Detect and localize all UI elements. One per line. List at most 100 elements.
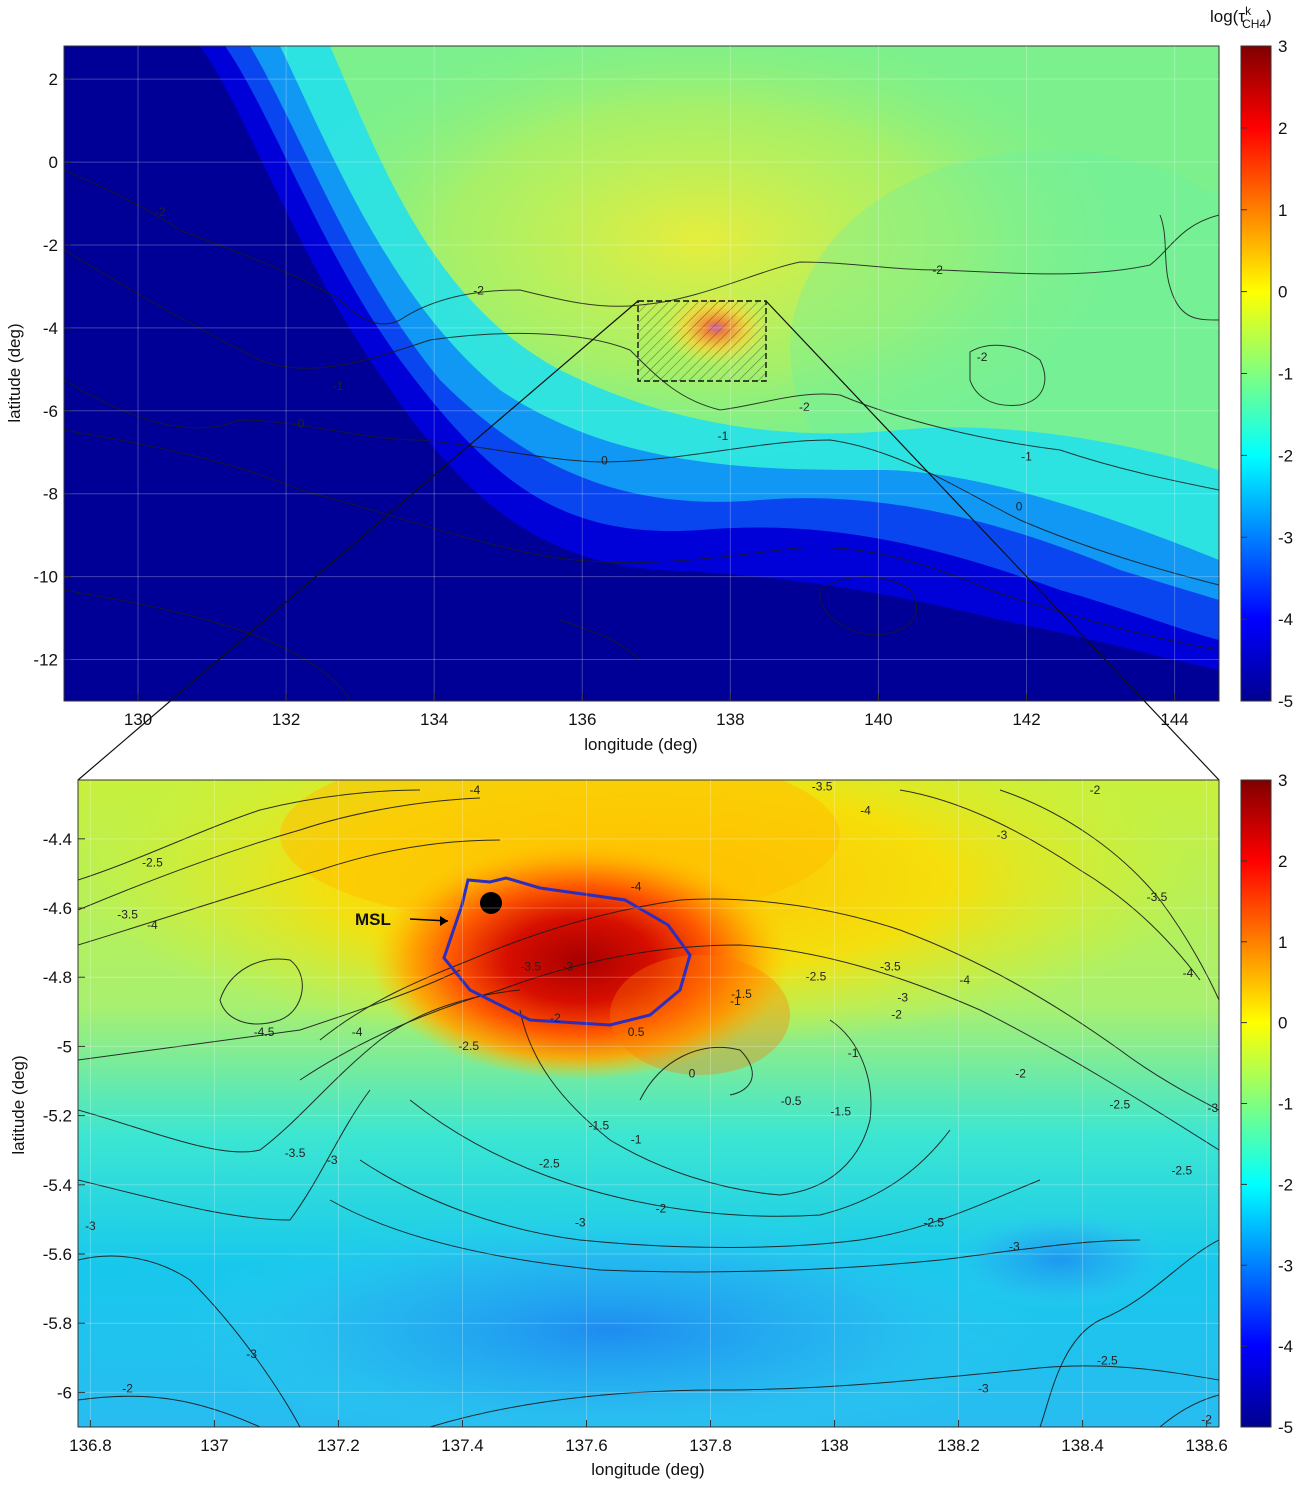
contour-label: -3 (85, 1219, 96, 1233)
x-tick-label: 130 (124, 710, 152, 729)
contour-label: -3.5 (880, 959, 901, 973)
contour-label: -1 (718, 429, 729, 443)
contour-label: -4 (352, 1025, 363, 1039)
contour-label: -2.5 (458, 1039, 479, 1053)
contour-label: -2.5 (1097, 1354, 1118, 1368)
y-tick-label: 0 (49, 153, 58, 172)
inset-box (637, 300, 767, 382)
colorbar-tick-label: -1 (1278, 365, 1293, 384)
contour-label: -4 (631, 880, 642, 894)
x-tick-label: 140 (864, 710, 892, 729)
y-tick-label: -6 (57, 1383, 72, 1402)
contour-label: -2 (1015, 1067, 1026, 1081)
overview-x-ticks: 130 132 134 136 138 140 142 144 (124, 694, 1189, 729)
contour-label: -2.5 (142, 855, 163, 869)
overview-colorbar-ticks: 3 2 1 0 -1 -2 -3 -4 -5 (1241, 37, 1293, 711)
contour-label: -3.5 (812, 779, 833, 793)
y-tick-label: 2 (49, 70, 58, 89)
contour-label: -1.5 (589, 1118, 610, 1132)
contour-label: -2 (1201, 1413, 1212, 1427)
contour-label: -4 (1183, 966, 1194, 980)
msl-marker (480, 892, 502, 914)
zoom-connector-left (77, 300, 639, 781)
y-tick-label: -4 (43, 319, 58, 338)
colorbar-tick-label: -2 (1278, 446, 1293, 465)
contour-label: -3 (563, 959, 574, 973)
x-tick-label: 138.2 (937, 1436, 980, 1455)
x-tick-label: 132 (272, 710, 300, 729)
contour-label: -2 (977, 350, 988, 364)
y-tick-label: -5.2 (43, 1107, 72, 1126)
colorbar-tick-label: 3 (1278, 37, 1287, 56)
x-tick-label: 138 (820, 1436, 848, 1455)
overview-frame (63, 45, 1220, 702)
x-tick-label: 138.6 (1185, 1436, 1228, 1455)
zoom-y-axis-label: latitude (deg) (9, 1055, 28, 1154)
contour-label: -3 (575, 1215, 586, 1229)
colorbar-tick-label: 1 (1278, 933, 1287, 952)
zoom-plot-area: MSL -4 -3.5 -4 -3 -2 -2.5 -3.5 -4 -3.5 -4 -4 -3.5 -3… (78, 779, 1219, 1427)
contour-label: -3 (897, 990, 908, 1004)
contour-label: -1.5 (731, 987, 752, 1001)
y-tick-label: -6 (43, 402, 58, 421)
contour-label: -2 (799, 400, 810, 414)
y-tick-label: -5 (57, 1037, 72, 1056)
colorbar-tick-label: -2 (1278, 1175, 1293, 1194)
x-tick-label: 137.8 (689, 1436, 732, 1455)
zoom-frame (77, 779, 1220, 1428)
overview-y-ticks: 2 0 -2 -4 -6 -8 -10 -12 (33, 70, 71, 670)
x-tick-label: 134 (420, 710, 448, 729)
colorbar-tick-label: 0 (1278, 1014, 1287, 1033)
contour-label: -1 (631, 1132, 642, 1146)
y-tick-label: -5.8 (43, 1314, 72, 1333)
contour-label: 0 (689, 1067, 696, 1081)
msl-label: MSL (355, 910, 391, 929)
x-tick-label: 137.6 (565, 1436, 608, 1455)
contour-label: -2 (891, 1008, 902, 1022)
contour-label: -3 (978, 1381, 989, 1395)
contour-label: -2.5 (806, 970, 827, 984)
colorbar-tick-label: 1 (1278, 201, 1287, 220)
contour-label: -2.5 (539, 1157, 560, 1171)
contour-label: -2 (473, 284, 484, 298)
contour-label: -2 (656, 1201, 667, 1215)
contour-label: -2 (122, 1381, 133, 1395)
msl-arrowhead (440, 916, 448, 926)
contour-label: -4 (470, 783, 481, 797)
contour-label: -1.5 (830, 1105, 851, 1119)
colorbar-tick-label: -3 (1278, 1256, 1293, 1275)
colorbar-tick-label: -4 (1278, 610, 1293, 629)
y-tick-label: -2 (43, 236, 58, 255)
overview-y-axis-label: latitude (deg) (5, 323, 24, 422)
x-tick-label: 136 (568, 710, 596, 729)
overview-contour-labels: -2 -2 -1 0 -2 -2 -2 -1 0 -1 0 (155, 205, 1032, 513)
x-tick-label: 138.4 (1061, 1436, 1104, 1455)
contour-label: -4.5 (254, 1025, 275, 1039)
y-tick-label: -12 (33, 651, 58, 670)
x-tick-label: 137.4 (441, 1436, 484, 1455)
contour-label: -2 (550, 1011, 561, 1025)
colorbar-tick-label: 2 (1278, 852, 1287, 871)
contour-label: -3 (246, 1347, 257, 1361)
contour-label: -1 (730, 994, 741, 1008)
x-tick-label: 137 (200, 1436, 228, 1455)
y-tick-label: -5.4 (43, 1176, 72, 1195)
colorbar-tick-label: 3 (1278, 771, 1287, 790)
zoom-colorbar-ticks: 3 2 1 0 -1 -2 -3 -4 -5 (1241, 771, 1293, 1437)
contour-label: 0.5 (628, 1025, 645, 1039)
zoom-contour-labels: -4 -3.5 -4 -3 -2 -2.5 -3.5 -4 -3.5 -4 -4 -3.5 -3 -2 -2… (85, 779, 1218, 1427)
contour-label: -2.5 (1109, 1098, 1130, 1112)
y-tick-label: -5.6 (43, 1245, 72, 1264)
x-tick-label: 137.2 (317, 1436, 360, 1455)
y-tick-label: -8 (43, 485, 58, 504)
contour-label: -4 (147, 918, 158, 932)
colorbar-tick-label: -5 (1278, 1418, 1293, 1437)
contour-label: -4 (959, 973, 970, 987)
contour-label: -4 (860, 804, 871, 818)
y-tick-label: -10 (33, 568, 58, 587)
contour-label: -2 (155, 205, 166, 219)
contour-label: -1 (848, 1046, 859, 1060)
colorbar-tick-label: -1 (1278, 1095, 1293, 1114)
zoom-x-axis-label: longitude (deg) (591, 1460, 704, 1479)
y-tick-label: -4.6 (43, 899, 72, 918)
